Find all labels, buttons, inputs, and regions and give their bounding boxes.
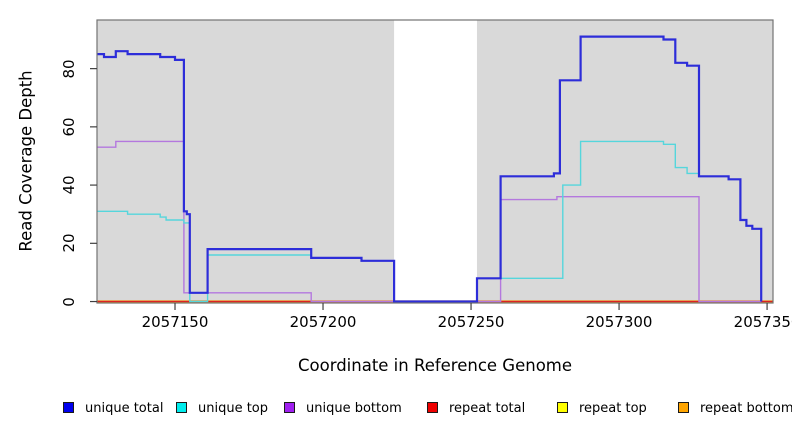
legend-swatch-repeat-top <box>557 402 568 413</box>
legend-label-unique-total: unique total <box>85 401 164 416</box>
x-axis-title: Coordinate in Reference Genome <box>297 356 573 375</box>
y-tick-label-60: 60 <box>60 117 78 137</box>
y-tick-label-80: 80 <box>60 59 78 79</box>
series-line-unique-total <box>97 35 763 303</box>
series-lines <box>97 35 773 303</box>
legend-label-unique-bottom: unique bottom <box>306 401 402 416</box>
y-axis-title: Read Coverage Depth <box>16 70 36 252</box>
masked-region-band <box>394 20 477 303</box>
x-tick-label-2057200: 2057200 <box>289 313 357 331</box>
y-tick-label-40: 40 <box>60 175 78 195</box>
legend-swatch-unique-total <box>63 402 74 413</box>
chart-legend: unique total unique top unique bottom repea… <box>0 401 792 417</box>
x-tick-label-2057150: 2057150 <box>141 313 209 331</box>
x-tick-label-2057250: 2057250 <box>437 313 505 331</box>
legend-label-repeat-total: repeat total <box>449 401 526 416</box>
legend-label-unique-top: unique top <box>198 401 269 416</box>
legend-swatch-unique-top <box>176 402 187 413</box>
legend-swatch-unique-bottom <box>284 402 295 413</box>
legend-label-repeat-bottom: repeat bottom <box>700 401 792 416</box>
plot-panel-border <box>96 19 774 304</box>
y-tick-label-20: 20 <box>60 233 78 253</box>
legend-label-repeat-top: repeat top <box>579 401 647 416</box>
legend-swatch-repeat-bottom <box>678 402 689 413</box>
y-tick-label-0: 0 <box>60 296 78 307</box>
legend-swatch-repeat-total <box>427 402 438 413</box>
x-tick-label-2057300: 2057300 <box>585 313 653 331</box>
